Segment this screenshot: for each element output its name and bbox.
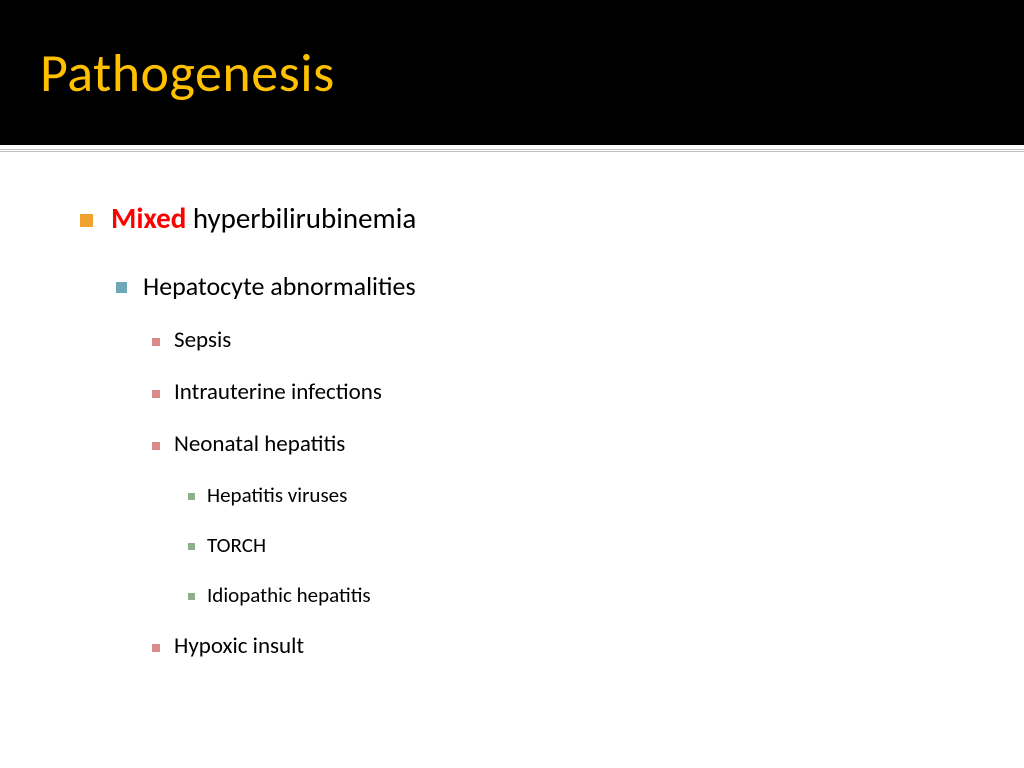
list-item: Idiopathic hepatitis	[188, 582, 964, 608]
list-item: Neonatal hepatitis	[152, 430, 964, 458]
slide: Pathogenesis Mixed hyperbilirubinemia He…	[0, 0, 1024, 768]
bullet-text: TORCH	[207, 532, 266, 558]
square-bullet-icon	[152, 338, 160, 346]
bullet-text: Neonatal hepatitis	[174, 430, 345, 458]
slide-title: Pathogenesis	[40, 40, 335, 106]
square-bullet-icon	[188, 543, 195, 550]
square-bullet-icon	[152, 442, 160, 450]
list-item: Intrauterine infections	[152, 378, 964, 406]
emphasis-word: Mixed	[111, 200, 186, 236]
bullet-text: Intrauterine infections	[174, 378, 382, 406]
list-item: Hypoxic insult	[152, 632, 964, 660]
list-item: Sepsis	[152, 326, 964, 354]
bullet-text: Hypoxic insult	[174, 632, 304, 660]
bullet-text: Hepatocyte abnormalities	[143, 270, 416, 302]
list-item: Hepatitis viruses	[188, 482, 964, 508]
square-bullet-icon	[188, 593, 195, 600]
square-bullet-icon	[116, 282, 127, 293]
bullet-text: Idiopathic hepatitis	[207, 582, 371, 608]
square-bullet-icon	[80, 214, 93, 227]
bullet-text-rest: hyperbilirubinemia	[186, 200, 416, 236]
bullet-text: Sepsis	[174, 326, 231, 354]
title-band: Pathogenesis	[0, 0, 1024, 145]
square-bullet-icon	[188, 493, 195, 500]
bullet-text: Hepatitis viruses	[207, 482, 347, 508]
list-item: TORCH	[188, 532, 964, 558]
content-area: Mixed hyperbilirubinemia Hepatocyte abno…	[0, 152, 1024, 660]
list-item: Hepatocyte abnormalities	[116, 270, 964, 302]
bullet-text: Mixed hyperbilirubinemia	[111, 200, 416, 236]
square-bullet-icon	[152, 644, 160, 652]
list-item: Mixed hyperbilirubinemia	[80, 200, 964, 236]
square-bullet-icon	[152, 390, 160, 398]
